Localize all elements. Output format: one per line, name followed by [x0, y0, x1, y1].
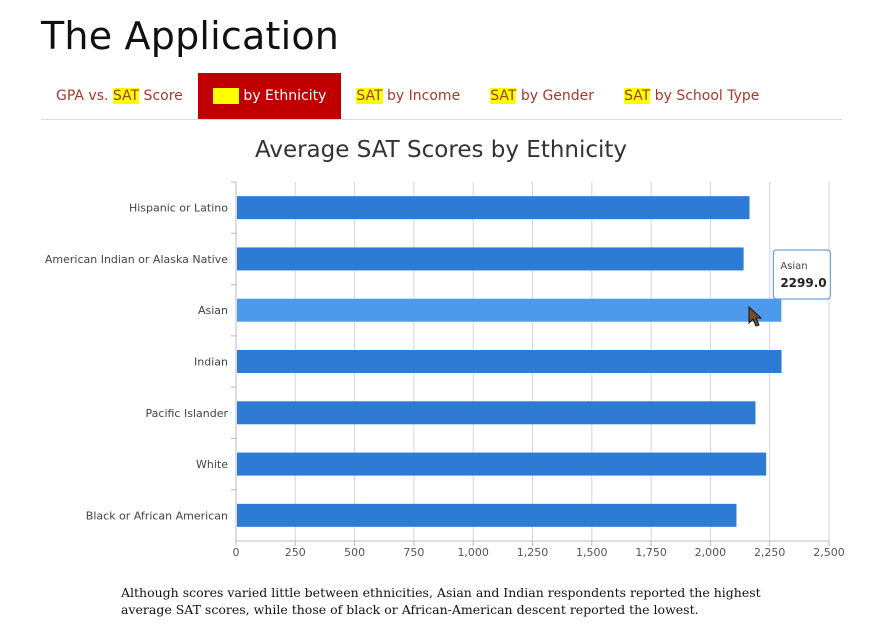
- tab-label-suffix: by Gender: [516, 88, 595, 104]
- bar[interactable]: [237, 452, 767, 476]
- x-tick-label: 2,000: [695, 546, 727, 559]
- tab-sat-by-school-type[interactable]: SAT by School Type: [609, 73, 774, 119]
- tab-label-suffix: by Ethnicity: [238, 88, 327, 104]
- category-label: Asian: [198, 304, 228, 317]
- bar-chart: Average SAT Scores by Ethnicity 0 250 500 75…: [45, 137, 845, 559]
- tab-label-suffix: by School Type: [650, 88, 760, 104]
- tab-label-highlight: SAT: [112, 88, 140, 104]
- bar[interactable]: [237, 247, 744, 271]
- x-tick-label: 1,000: [457, 546, 489, 559]
- chart-title: Average SAT Scores by Ethnicity: [255, 137, 627, 163]
- x-tick-label: 1,750: [635, 546, 667, 559]
- category-label: Hispanic or Latino: [129, 202, 228, 215]
- tooltip-label: Asian: [780, 261, 807, 272]
- tooltip: [772, 249, 831, 300]
- bar[interactable]: [237, 350, 782, 373]
- category-label: White: [196, 458, 228, 471]
- tab-sat-by-gender[interactable]: SAT by Gender: [475, 73, 609, 119]
- x-tick-label: 250: [285, 546, 306, 559]
- tab-label-suffix: Score: [139, 88, 183, 104]
- tab-sat-by-ethnicity[interactable]: SAT by Ethnicity: [197, 73, 342, 119]
- category-label: American Indian or Alaska Native: [45, 253, 228, 266]
- mouse-cursor-icon: [748, 306, 762, 327]
- x-tick-label: 1,500: [576, 546, 608, 559]
- tab-label-highlight: SAT: [356, 88, 383, 104]
- tab-label-prefix: GPA vs.: [56, 88, 113, 104]
- tab-label-highlight: SAT: [212, 88, 239, 104]
- tooltip-value: 2299.0: [780, 276, 826, 290]
- category-label: Black or African American: [86, 509, 228, 522]
- x-tick-label: 2,500: [813, 546, 845, 559]
- bar[interactable]: [237, 196, 750, 220]
- bar[interactable]: [237, 298, 782, 322]
- tab-label-suffix: by Income: [382, 88, 461, 104]
- chart-caption: Although scores varied little between et…: [121, 585, 761, 617]
- bar[interactable]: [237, 401, 756, 425]
- x-tick-label: 0: [233, 546, 240, 559]
- x-tick-label: 750: [403, 546, 424, 559]
- category-label: Indian: [194, 356, 228, 369]
- tab-label-highlight: SAT: [624, 88, 651, 104]
- x-tick-label: 2,250: [754, 546, 786, 559]
- page-title: The Application: [41, 14, 340, 58]
- tab-sat-by-income[interactable]: SAT by Income: [341, 73, 475, 119]
- tab-bar: GPA vs. SAT Score SAT by Ethnicity SAT by …: [41, 73, 842, 120]
- bar[interactable]: [237, 503, 737, 527]
- category-label: Pacific Islander: [146, 407, 229, 420]
- x-tick-label: 500: [344, 546, 365, 559]
- tab-label-highlight: SAT: [490, 88, 517, 104]
- x-tick-label: 1,250: [517, 546, 549, 559]
- tab-gpa-vs-sat-score[interactable]: GPA vs. SAT Score: [41, 73, 198, 119]
